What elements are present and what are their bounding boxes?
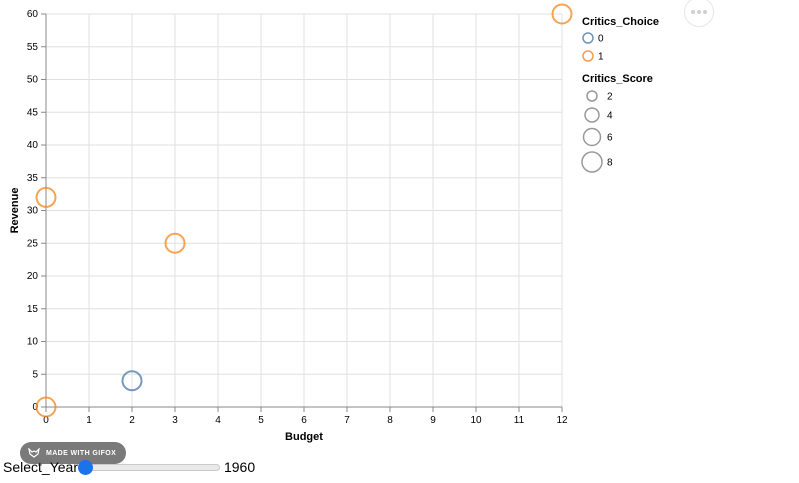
data-point-choice-0	[121, 370, 143, 392]
x-tick-label: 0	[43, 415, 49, 426]
y-tick-label: 35	[27, 173, 39, 184]
y-tick-label: 0	[32, 402, 38, 413]
grid-lines	[45, 13, 563, 408]
y-tick-label: 60	[27, 9, 39, 20]
gifox-watermark: MADE WITH GIFOX	[20, 442, 127, 464]
x-tick-label: 4	[215, 415, 221, 426]
x-tick-label: 8	[387, 415, 393, 426]
y-axis-title: Revenue	[9, 188, 21, 234]
more-dot-icon	[691, 10, 695, 14]
slider-thumb[interactable]	[77, 459, 93, 475]
legend: Critics_Choice Critics_Score 0 1 2 4 6 8	[581, 16, 659, 173]
x-tick-label: 12	[556, 415, 568, 426]
more-dot-icon	[697, 10, 701, 14]
legend-size-label: 6	[607, 133, 613, 144]
legend-size-label: 4	[607, 111, 613, 122]
legend-color-symbol	[582, 32, 594, 44]
y-tick-label: 30	[27, 206, 39, 217]
data-point-choice-1	[35, 396, 57, 418]
y-tick-label: 50	[27, 75, 39, 86]
data-points	[35, 3, 573, 418]
watermark-text: MADE WITH GIFOX	[46, 449, 117, 457]
x-tick-label: 9	[430, 415, 436, 426]
slider-label: Select_Year	[3, 459, 78, 475]
chart-actions-menu-button[interactable]	[684, 0, 714, 27]
legend-size-symbol	[582, 127, 602, 147]
x-axis-title: Budget	[285, 431, 323, 443]
x-tick-label: 11	[514, 415, 525, 426]
legend-color-label: 0	[598, 34, 604, 45]
y-tick-label: 5	[32, 369, 38, 380]
data-point-choice-1	[164, 232, 186, 254]
legend-size-title: Critics_Score	[582, 73, 653, 85]
y-tick-label: 20	[27, 271, 39, 282]
y-tick-label: 40	[27, 140, 39, 151]
slider-value: 1960	[223, 459, 256, 475]
y-tick-label: 55	[27, 42, 39, 53]
y-tick-label: 25	[27, 238, 39, 249]
legend-size-label: 2	[607, 92, 613, 103]
legend-size-symbol	[584, 107, 600, 123]
x-tick-label: 3	[172, 415, 178, 426]
y-tick-label: 45	[27, 107, 39, 118]
y-tick-label: 10	[27, 337, 39, 348]
more-dot-icon	[703, 10, 707, 14]
year-slider[interactable]	[77, 459, 220, 475]
legend-size-symbol	[586, 90, 598, 102]
x-tick-label: 6	[301, 415, 307, 426]
x-tick-label: 2	[129, 415, 135, 426]
legend-color-label: 1	[598, 52, 604, 63]
legend-color-title: Critics_Choice	[582, 16, 659, 28]
y-tick-label: 15	[27, 304, 39, 315]
x-tick-label: 5	[258, 415, 264, 426]
data-point-choice-1	[551, 3, 573, 25]
data-point-choice-1	[35, 186, 57, 208]
x-tick-label: 1	[86, 415, 92, 426]
x-tick-label: 7	[344, 415, 350, 426]
legend-size-label: 8	[607, 158, 613, 169]
fox-logo-icon	[28, 448, 40, 458]
year-slider-control: Select_Year 1960	[3, 456, 255, 478]
legend-color-symbol	[582, 50, 594, 62]
x-tick-label: 10	[470, 415, 482, 426]
legend-size-symbol	[581, 151, 603, 173]
